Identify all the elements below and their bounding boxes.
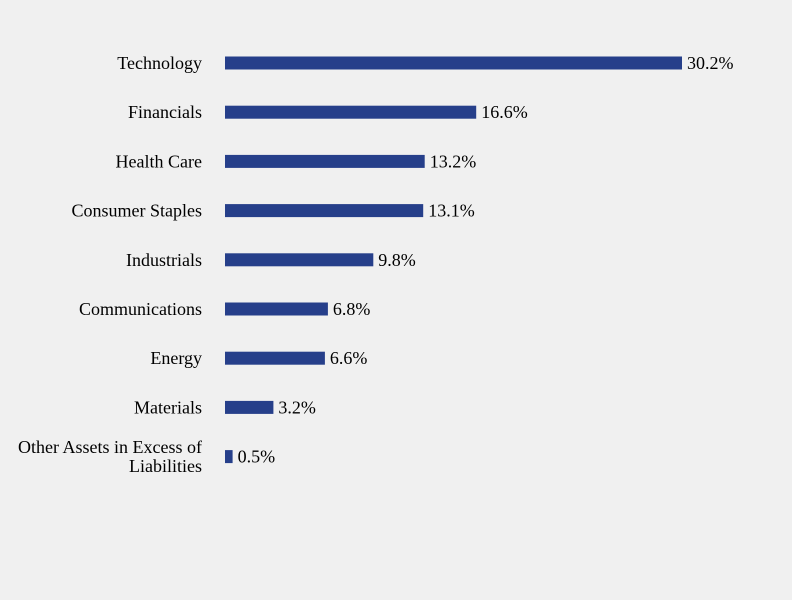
bar-5 — [225, 302, 328, 316]
bars-group — [225, 56, 682, 464]
category-label-2: Health Care — [116, 151, 202, 171]
value-label-8: 0.5% — [238, 447, 276, 467]
bar-6 — [225, 351, 325, 365]
bar-8 — [225, 450, 233, 464]
value-label-1: 16.6% — [481, 102, 528, 122]
value-label-5: 6.8% — [333, 299, 371, 319]
category-labels-group: Technology Financials Health Care Consumer … — [18, 53, 202, 476]
category-label-4: Industrials — [126, 250, 202, 270]
category-label-0: Technology — [117, 53, 202, 73]
value-label-6: 6.6% — [330, 348, 368, 368]
value-label-2: 13.2% — [430, 151, 477, 171]
category-label-3: Consumer Staples — [72, 201, 203, 221]
bar-4 — [225, 253, 374, 267]
value-label-4: 9.8% — [378, 250, 416, 270]
bar-7 — [225, 400, 274, 414]
category-label-5: Communications — [79, 299, 202, 319]
bar-2 — [225, 154, 425, 168]
bar-0 — [225, 56, 682, 70]
value-label-7: 3.2% — [278, 397, 316, 417]
value-label-3: 13.1% — [428, 201, 475, 221]
value-label-0: 30.2% — [687, 53, 734, 73]
category-label-6: Energy — [150, 348, 202, 368]
category-label-1: Financials — [128, 102, 202, 122]
category-label-7: Materials — [134, 397, 202, 417]
bar-3 — [225, 204, 424, 218]
value-labels-group: 30.2% 16.6% 13.2% 13.1% 9.8% 6.8% 6.6% 3.2% 0.5% — [238, 53, 734, 467]
category-label-8: Other Assets in Excess of Liabilities — [18, 437, 202, 476]
bar-1 — [225, 105, 477, 119]
